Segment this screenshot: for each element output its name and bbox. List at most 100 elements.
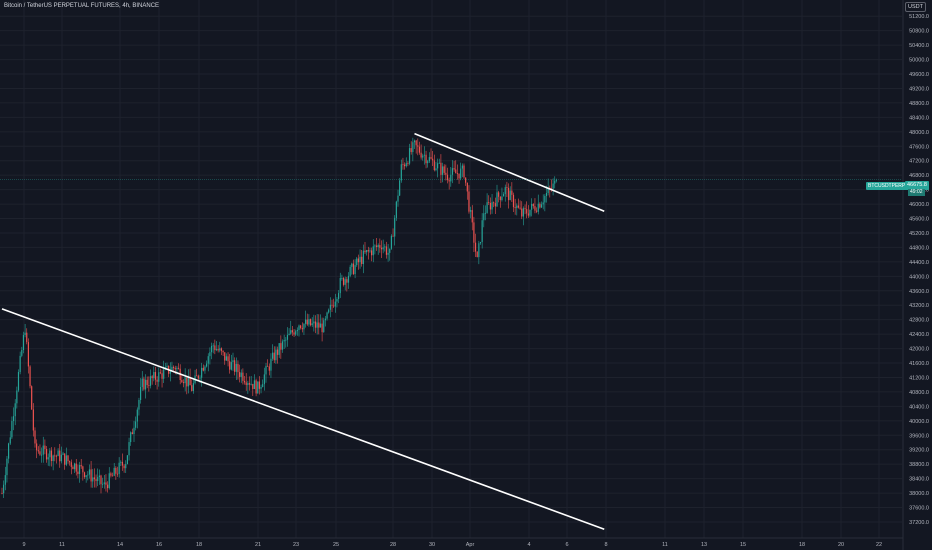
candle-up [338,293,340,300]
symbol-label: BTCUSDTPERP [866,182,908,190]
candle-down [90,469,92,482]
candle-down [72,466,74,470]
candle-up [85,475,87,478]
price-tick-label: 45600.0 [909,217,929,223]
price-tick-label: 49200.0 [909,86,929,92]
candle-down [95,479,97,481]
candle-down [70,462,72,467]
candle-up [351,263,353,267]
candle-up [509,190,511,201]
candle-down [159,372,161,374]
price-tick-label: 43600.0 [909,289,929,295]
candle-up [144,379,147,390]
candle-down [80,465,82,467]
candle-down [252,383,254,390]
candle-down [197,375,199,379]
candle-up [316,322,318,328]
price-tick-label: 46800.0 [909,173,929,179]
candle-up [334,301,336,307]
price-tick-label: 40800.0 [909,390,929,396]
candle-down [217,349,219,351]
candle-down [258,381,260,389]
candle-down [32,409,34,431]
candle-down [402,164,404,166]
candle-down [224,352,226,361]
candle-up [531,203,533,210]
price-tick-label: 41200.0 [909,375,929,381]
price-tick-label: 39600.0 [909,433,929,439]
trendline-short-downtrend [414,132,605,213]
candle-down [458,173,460,179]
candle-up [395,201,397,218]
candle-down [527,213,529,216]
candle-down [156,379,158,382]
candle-up [451,168,454,175]
price-tick-label: 44400.0 [909,260,929,266]
candle-up [201,367,203,378]
candle-up [6,458,8,476]
candle-up [504,187,506,195]
candle-down [456,173,458,175]
candle-up [286,335,289,340]
candle-down [39,451,41,455]
candle-up [169,371,171,374]
candle-down [143,378,145,390]
candle-up [319,323,322,328]
candle-down [321,323,323,333]
candle-up [14,403,16,417]
candle-down [229,361,231,370]
candle-down [346,279,348,283]
candle-up [441,166,444,175]
candle-down [517,205,520,208]
candle-up [438,162,440,164]
candle-up [522,208,524,217]
candle-down [107,484,109,489]
candle-down [100,475,102,485]
candle-up [42,445,44,455]
candle-up [49,450,51,458]
price-tick-label: 48000.0 [909,130,929,136]
candle-down [532,203,534,207]
candle-down [463,165,465,178]
candle-down [314,321,317,328]
candle-down [443,166,445,173]
candle-up [450,174,452,182]
candle-down [511,190,513,195]
candle-up [308,319,310,325]
candle-up [74,463,76,470]
candle-up [470,210,472,212]
candle-up [41,454,43,456]
candle-up [479,242,482,244]
candle-down [1,493,3,494]
candle-up [326,312,328,319]
candle-down [37,450,39,452]
candle-down [493,202,495,204]
candle-down [379,245,381,248]
candle-down [367,250,369,252]
candle-up [12,416,15,422]
candle-up [149,376,152,386]
candle-down [392,235,394,237]
candle-down [245,382,247,386]
candle-up [399,180,401,196]
price-tick-label: 50000.0 [909,58,929,64]
candle-down [425,154,427,164]
candle-down [248,383,251,385]
candle-up [422,155,424,158]
candle-down [466,182,468,192]
candle-up [219,348,221,351]
candle-up [257,381,259,394]
candle-up [347,275,350,283]
candle-up [460,168,462,179]
candle-down [526,209,528,214]
candle-up [212,345,214,347]
candle-up [382,247,384,250]
candle-up [60,454,62,462]
currency-button[interactable]: USDT [905,2,926,12]
price-tick-label: 47200.0 [909,159,929,165]
candle-up [16,390,18,404]
time-tick-label: 15 [740,542,746,548]
price-tick-label: 40400.0 [909,404,929,410]
candle-up [324,318,326,321]
